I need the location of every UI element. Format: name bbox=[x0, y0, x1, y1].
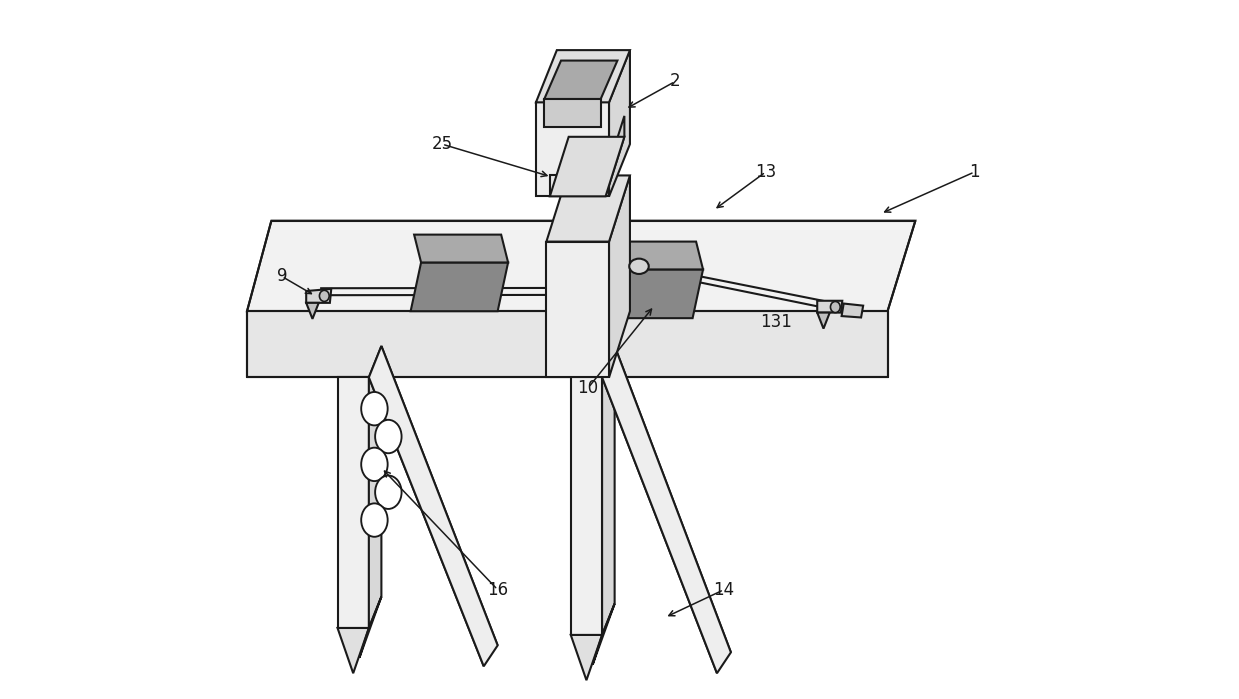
Polygon shape bbox=[536, 102, 610, 196]
Polygon shape bbox=[606, 116, 624, 196]
Ellipse shape bbox=[375, 475, 401, 509]
Polygon shape bbox=[359, 597, 382, 658]
Text: 9: 9 bbox=[276, 268, 287, 285]
Polygon shape bbox=[841, 303, 864, 317]
Polygon shape bbox=[592, 604, 615, 665]
Ellipse shape bbox=[320, 290, 330, 301]
Polygon shape bbox=[550, 175, 606, 196]
Polygon shape bbox=[602, 346, 615, 635]
Polygon shape bbox=[610, 175, 629, 377]
Polygon shape bbox=[546, 242, 610, 377]
Text: 16: 16 bbox=[487, 581, 508, 599]
Text: 131: 131 bbox=[761, 312, 792, 331]
Polygon shape bbox=[536, 50, 629, 102]
Polygon shape bbox=[414, 235, 508, 262]
Ellipse shape bbox=[830, 301, 840, 312]
Ellipse shape bbox=[362, 503, 388, 537]
Ellipse shape bbox=[375, 420, 401, 453]
Polygon shape bbox=[337, 377, 369, 628]
Polygon shape bbox=[247, 311, 887, 377]
Polygon shape bbox=[410, 262, 508, 311]
Polygon shape bbox=[818, 312, 830, 329]
Text: 25: 25 bbox=[431, 135, 452, 153]
Ellipse shape bbox=[362, 447, 388, 481]
Polygon shape bbox=[610, 50, 629, 196]
Polygon shape bbox=[306, 289, 331, 303]
Polygon shape bbox=[337, 628, 369, 673]
Polygon shape bbox=[369, 346, 382, 628]
Polygon shape bbox=[546, 175, 629, 242]
Text: 10: 10 bbox=[577, 379, 598, 397]
Polygon shape bbox=[606, 269, 703, 318]
Polygon shape bbox=[571, 635, 602, 680]
Polygon shape bbox=[571, 377, 602, 635]
Text: 13: 13 bbox=[755, 163, 777, 181]
Polygon shape bbox=[550, 137, 624, 196]
Polygon shape bbox=[610, 242, 703, 269]
Polygon shape bbox=[369, 346, 498, 666]
Text: 2: 2 bbox=[670, 73, 680, 90]
Text: 1: 1 bbox=[969, 163, 980, 181]
Polygon shape bbox=[306, 303, 318, 319]
Polygon shape bbox=[247, 221, 916, 311]
Ellipse shape bbox=[362, 392, 388, 426]
Polygon shape bbox=[544, 99, 601, 127]
Polygon shape bbox=[818, 301, 843, 312]
Ellipse shape bbox=[629, 259, 649, 274]
Polygon shape bbox=[602, 346, 731, 673]
Polygon shape bbox=[544, 61, 617, 99]
Text: 14: 14 bbox=[714, 581, 735, 599]
